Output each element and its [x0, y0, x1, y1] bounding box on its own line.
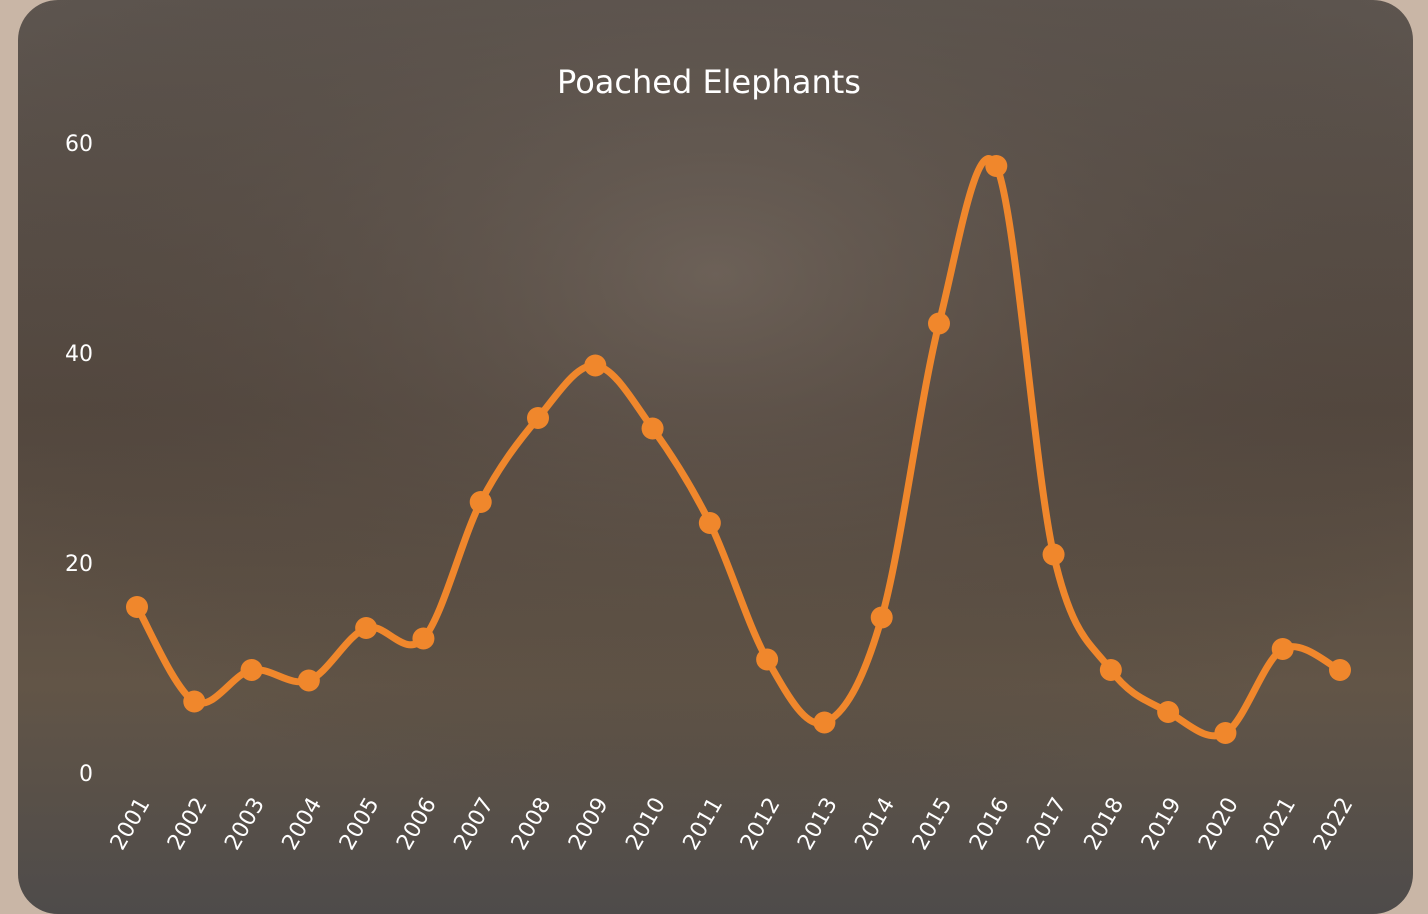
point: [1214, 722, 1237, 744]
point: [1099, 659, 1122, 681]
chart-title: Poached Elephants: [557, 63, 861, 101]
point: [240, 659, 263, 681]
point: [1329, 659, 1351, 681]
point: [813, 711, 836, 734]
point: [870, 606, 893, 629]
point: [756, 648, 779, 671]
point: [1271, 638, 1294, 660]
y-tick-label: 40: [65, 342, 93, 367]
point: [297, 669, 320, 692]
y-tick-label: 60: [65, 132, 93, 157]
point: [641, 417, 664, 440]
point: [355, 617, 378, 639]
point: [412, 627, 435, 650]
point: [1157, 701, 1180, 723]
point: [126, 596, 148, 618]
point: [183, 690, 206, 713]
point: [928, 312, 950, 335]
point: [985, 155, 1008, 177]
point: [469, 491, 492, 513]
point: [584, 354, 607, 377]
y-tick-label: 20: [65, 552, 93, 577]
point: [698, 512, 721, 534]
point: [527, 407, 549, 429]
point: [1042, 543, 1065, 566]
y-tick-label: 0: [79, 762, 93, 787]
background-shade: [18, 0, 1413, 914]
